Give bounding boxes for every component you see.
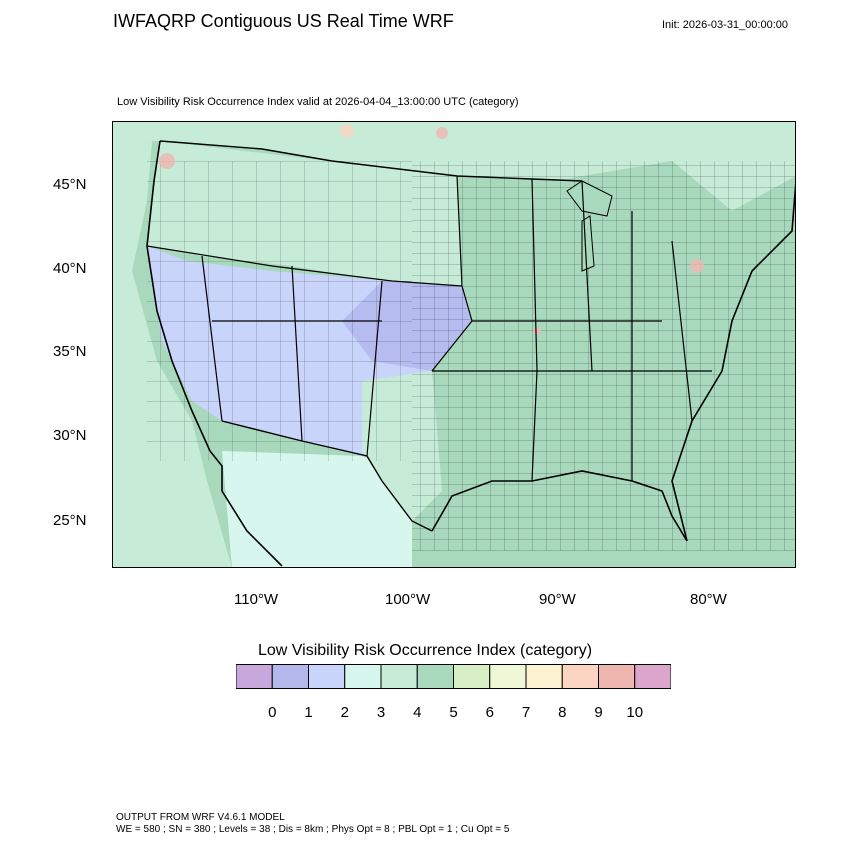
colorbar-tick-label: 2 [340,704,349,721]
colorbar [236,664,671,689]
us-coastline [146,140,283,567]
hotspot-canada [340,124,354,138]
hotspot-canada2 [436,127,448,139]
colorbar-tick-label: 4 [413,704,422,721]
hotspot-mo [533,327,541,335]
us-canada-border [159,140,583,182]
lon-label-110w: 110°W [234,591,279,608]
colorbar-swatch [308,664,346,689]
colorbar-swatch [525,664,563,689]
colorbar-swatch [489,664,527,689]
state-borders [146,175,712,482]
colorbar-tick-label: 8 [558,704,567,721]
chart-title: IWFAQRP Contiguous US Real Time WRF [113,11,454,31]
hotspot-pa [690,259,704,273]
lon-label-90w: 90°W [539,591,576,608]
lat-label-35n: 35°N [53,343,87,360]
colorbar-swatch [380,664,418,689]
hotspot-pnw [159,153,175,169]
colorbar-swatch [453,664,491,689]
colorbar-title: Low Visibility Risk Occurrence Index (ca… [257,642,593,659]
map-subtitle: Low Visibility Risk Occurrence Index val… [117,96,519,108]
atlantic-coast [671,180,796,542]
colorbar-tick-label: 1 [304,704,313,721]
colorbar-swatch [271,664,309,689]
colorbar-tick-label: 6 [485,704,494,721]
great-lakes [566,180,613,217]
colorbar-swatch [416,664,454,689]
lat-label-25n: 25°N [53,512,87,529]
footer-config-line: WE = 580 ; SN = 380 ; Levels = 38 ; Dis … [116,824,510,835]
colorbar-tick-label: 3 [376,704,386,721]
lat-label-40n: 40°N [53,260,87,277]
lon-label-100w: 100°W [385,591,431,608]
pacific-ocean [112,141,232,568]
gulf-coast [431,470,688,542]
us-mexico-border [221,420,433,532]
footer-model-line: OUTPUT FROM WRF V4.6.1 MODEL [116,812,285,823]
colorbar-swatch [236,664,273,689]
colorbar-swatch [561,664,599,689]
colorbar-swatch [344,664,382,689]
lat-label-45n: 45°N [53,176,87,193]
lon-label-80w: 80°W [690,591,727,608]
colorbar-tick-label: 10 [626,704,644,721]
colorbar-tick-label: 0 [268,704,277,721]
colorbar-swatch [634,664,671,689]
colorbar-tick-label: 7 [521,704,531,721]
colorbar-tick-label: 9 [594,704,603,721]
init-time-label: Init: 2026-03-31_00:00:00 [662,19,788,31]
lat-label-30n: 30°N [53,427,87,444]
colorbar-tick-label: 5 [449,704,458,721]
colorbar-swatch [598,664,636,689]
mexico-region [222,451,412,568]
map-panel [112,121,796,568]
